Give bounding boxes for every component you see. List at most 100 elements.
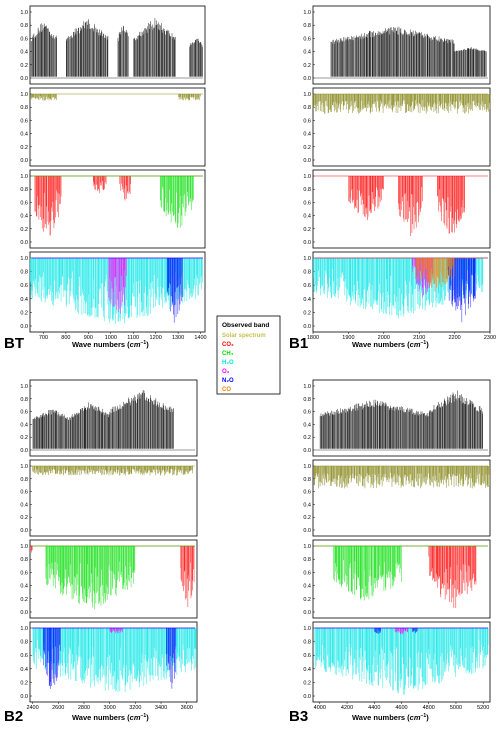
y-tick-label: 0.2 [303, 515, 311, 521]
y-tick-label: 0.2 [20, 515, 28, 521]
y-tick-label: 0.6 [303, 118, 311, 124]
y-tick-label: 0.8 [20, 270, 28, 276]
y-tick-label: 0.6 [20, 410, 28, 416]
y-tick-label: 0.0 [303, 610, 311, 616]
y-tick-label: 1.0 [303, 174, 311, 180]
y-tick-label: 0.4 [20, 584, 28, 590]
x-tick-label: 2100 [413, 335, 425, 341]
y-tick-label: 0.8 [20, 557, 28, 563]
series-observed-band [29, 18, 203, 79]
x-axis-title-b1: Wave numbers (cm−1) [352, 340, 429, 349]
x-tick-label: 1300 [172, 335, 184, 341]
x-tick-label: 4200 [341, 705, 353, 711]
y-tick-label: 0.4 [20, 50, 28, 56]
y-tick-label: 0.0 [20, 610, 28, 616]
panel-bt-3: 0.0 0.2 0.4 0.6 0.8 1.0 [20, 169, 206, 249]
y-tick-label: 0.4 [303, 584, 311, 590]
y-tick-label: 0.4 [303, 132, 311, 138]
x-tick-label: 4400 [368, 705, 380, 711]
y-tick-label: 0.0 [303, 76, 311, 82]
panel-b3-2: 0.0 0.2 0.4 0.6 0.8 1.0 [303, 459, 491, 537]
legend: Observed band Solar spectrum CO₂ CH₄ H₂O… [216, 315, 281, 395]
x-tick-label: 1100 [127, 335, 139, 341]
y-tick-label: 0.2 [303, 63, 311, 69]
x-tick-label: 2600 [52, 705, 64, 711]
y-tick-label: 0.8 [303, 640, 311, 646]
panel-b2-3: 0.0 0.2 0.4 0.6 0.8 1.0 [20, 539, 198, 619]
y-tick-label: 0.0 [303, 694, 311, 700]
x-tick-label: 1800 [307, 335, 319, 341]
y-tick-label: 0.4 [303, 502, 311, 508]
y-tick-label: 1.0 [20, 544, 28, 550]
y-tick-label: 0.6 [303, 410, 311, 416]
y-tick-label: 1.0 [303, 384, 311, 390]
group-label-bt: BT [4, 335, 24, 352]
y-tick-label: 0.6 [20, 490, 28, 496]
x-tick-label: 2800 [78, 705, 90, 711]
plot-group-b2: 0.00.20.40.60.81.00.00.20.40.60.81.00.00… [20, 379, 198, 711]
y-tick-label: 0.4 [303, 297, 311, 303]
y-tick-label: 0.2 [20, 227, 28, 233]
y-tick-label: 0.0 [20, 694, 28, 700]
y-tick-label: 0.0 [303, 240, 311, 246]
y-tick-label: 1.0 [20, 174, 28, 180]
y-tick-label: 0.2 [303, 435, 311, 441]
y-tick-label: 0.4 [303, 50, 311, 56]
y-tick-label: 1.0 [20, 92, 28, 98]
y-tick-label: 0.2 [303, 597, 311, 603]
panel-b1-4: 0.0 0.2 0.4 0.6 0.8 1.0 [303, 251, 491, 333]
x-tick-label: 3400 [155, 705, 167, 711]
panel-frame [29, 5, 206, 85]
x-tick-label: 800 [61, 335, 70, 341]
y-tick-label: 0.6 [20, 36, 28, 42]
y-tick-label: 0.0 [20, 76, 28, 82]
y-tick-label: 0.4 [20, 132, 28, 138]
y-tick-label: 1.0 [20, 10, 28, 16]
x-tick-label: 1200 [150, 335, 162, 341]
legend-entry-h2o: H₂O [222, 360, 234, 366]
x-tick-label: 3200 [129, 705, 141, 711]
y-tick-label: 1.0 [303, 256, 311, 262]
y-tick-label: 0.6 [20, 200, 28, 206]
panel-b1-3: 0.0 0.2 0.4 0.6 0.8 1.0 [303, 169, 491, 249]
plot-groups: 0.00.20.40.60.81.00.00.20.40.60.81.00.00… [20, 5, 496, 711]
series-co- [315, 175, 488, 237]
x-tick-label: 900 [84, 335, 93, 341]
y-tick-label: 0.2 [303, 680, 311, 686]
series-n-o [32, 627, 195, 689]
y-tick-label: 0.0 [20, 448, 28, 454]
y-tick-label: 0.2 [303, 145, 311, 151]
y-tick-label: 1.0 [20, 256, 28, 262]
series-h-o [32, 627, 197, 692]
y-tick-label: 0.0 [303, 324, 311, 330]
y-tick-label: 1.0 [20, 626, 28, 632]
series-observed-band [315, 390, 488, 451]
panel-bt-4: 0.0 0.2 0.4 0.6 0.8 1.0 [20, 251, 206, 333]
y-tick-label: 1.0 [303, 92, 311, 98]
panel-b3-4: 0.0 0.2 0.4 0.6 0.8 1.0 [303, 621, 491, 703]
y-tick-label: 0.2 [303, 310, 311, 316]
y-tick-label: 0.8 [303, 557, 311, 563]
legend-title: Observed band [222, 322, 269, 329]
x-tick-label: 1000 [105, 335, 117, 341]
x-tick-label: 5200 [477, 705, 489, 711]
x-axis-title-b3: Wave numbers (cm−1) [352, 713, 429, 722]
y-tick-label: 0.8 [20, 477, 28, 483]
legend-entry-co: CO [222, 387, 231, 393]
panel-frame [29, 87, 206, 167]
y-tick-label: 0.8 [20, 105, 28, 111]
y-tick-label: 1.0 [20, 464, 28, 470]
y-tick-label: 0.4 [303, 667, 311, 673]
group-label-b1: B1 [289, 335, 308, 352]
panel-b3-1: 0.0 0.2 0.4 0.6 0.8 1.0 [303, 379, 491, 457]
x-tick-label: 5000 [450, 705, 462, 711]
y-tick-label: 0.2 [20, 597, 28, 603]
x-tick-label: 4800 [423, 705, 435, 711]
x-axis-title-bt: Wave numbers (cm−1) [72, 340, 149, 349]
y-tick-label: 0.8 [303, 270, 311, 276]
plot-group-b3: 0.00.20.40.60.81.00.00.20.40.60.81.00.00… [303, 379, 491, 711]
y-tick-label: 0.8 [303, 23, 311, 29]
x-tick-label: 2300 [484, 335, 496, 341]
group-label-b2: B2 [4, 708, 23, 725]
